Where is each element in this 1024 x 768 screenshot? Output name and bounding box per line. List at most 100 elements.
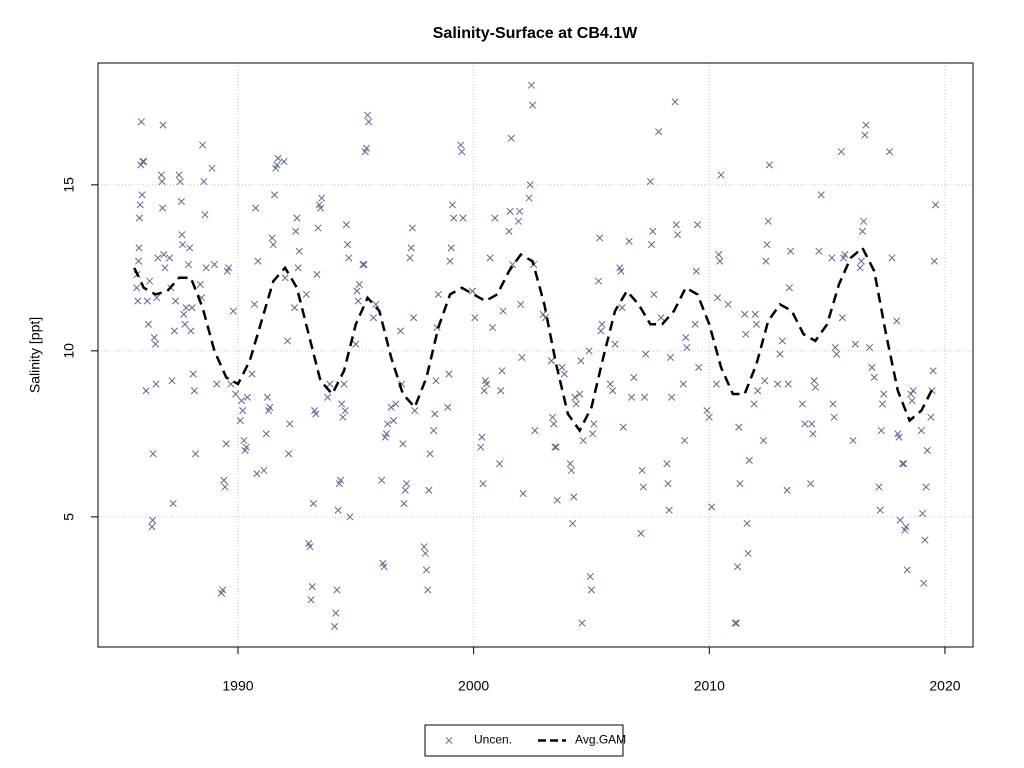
data-point bbox=[240, 436, 248, 445]
data-point bbox=[286, 420, 294, 428]
data-point bbox=[637, 529, 645, 538]
data-point bbox=[862, 121, 870, 129]
data-point bbox=[735, 423, 743, 431]
data-point bbox=[175, 171, 183, 179]
data-point bbox=[838, 314, 846, 322]
data-point bbox=[308, 583, 316, 591]
data-point bbox=[902, 523, 910, 531]
data-point bbox=[550, 420, 558, 428]
data-point bbox=[378, 476, 386, 484]
data-point bbox=[745, 456, 753, 464]
data-point bbox=[831, 343, 839, 352]
data-point bbox=[649, 227, 657, 235]
legend-label: Avg.GAM bbox=[575, 733, 626, 747]
data-point bbox=[143, 297, 151, 305]
data-point bbox=[263, 393, 271, 401]
data-point bbox=[387, 403, 395, 411]
y-tick-label: 15 bbox=[61, 177, 77, 193]
data-point bbox=[409, 314, 418, 322]
data-point bbox=[569, 519, 577, 528]
data-point bbox=[408, 224, 416, 232]
data-point bbox=[346, 513, 354, 521]
data-point bbox=[764, 217, 772, 225]
legend-symbol bbox=[445, 736, 453, 745]
data-point bbox=[210, 260, 218, 269]
data-point bbox=[186, 244, 194, 252]
data-point bbox=[188, 304, 196, 312]
data-point bbox=[778, 337, 786, 345]
data-point bbox=[359, 260, 367, 269]
data-point bbox=[447, 244, 455, 252]
data-point bbox=[135, 244, 143, 252]
data-point bbox=[801, 420, 809, 428]
data-point bbox=[202, 264, 210, 272]
data-point bbox=[672, 221, 680, 229]
data-point bbox=[355, 280, 363, 289]
data-point bbox=[169, 500, 177, 508]
data-point bbox=[421, 549, 429, 557]
data-point bbox=[552, 443, 560, 451]
data-point bbox=[400, 500, 408, 508]
legend: Uncen. Avg.GAM bbox=[424, 724, 626, 757]
data-point bbox=[154, 254, 162, 262]
data-point bbox=[252, 204, 260, 212]
data-point bbox=[134, 297, 142, 305]
data-point bbox=[158, 177, 166, 186]
chart-title: Salinity-Surface at CB4.1W bbox=[433, 25, 638, 42]
data-point bbox=[774, 380, 782, 388]
data-point bbox=[731, 619, 739, 627]
data-point bbox=[808, 420, 816, 428]
data-point bbox=[787, 247, 795, 255]
data-point bbox=[434, 290, 442, 298]
data-point bbox=[314, 224, 322, 232]
data-point bbox=[499, 307, 507, 315]
data-point bbox=[517, 300, 525, 308]
data-point bbox=[900, 460, 908, 468]
data-point bbox=[362, 144, 370, 152]
data-point bbox=[161, 264, 169, 272]
data-point bbox=[516, 207, 524, 215]
data-point bbox=[142, 387, 150, 395]
data-point bbox=[841, 251, 849, 259]
data-point bbox=[734, 563, 742, 571]
data-point bbox=[491, 214, 499, 222]
data-point bbox=[345, 254, 353, 262]
data-point bbox=[170, 327, 178, 335]
data-point bbox=[759, 436, 768, 445]
data-point bbox=[527, 81, 535, 89]
data-point bbox=[695, 363, 703, 372]
data-point bbox=[157, 171, 165, 179]
data-point bbox=[598, 320, 606, 328]
data-point bbox=[411, 407, 419, 415]
data-point bbox=[422, 566, 431, 574]
data-point bbox=[222, 440, 230, 448]
data-point bbox=[227, 380, 235, 388]
data-point bbox=[922, 483, 930, 491]
data-point bbox=[742, 330, 750, 338]
data-point bbox=[609, 387, 617, 395]
data-point bbox=[360, 260, 368, 269]
data-point bbox=[292, 227, 300, 235]
data-point bbox=[648, 241, 656, 249]
data-point bbox=[236, 417, 244, 425]
data-point bbox=[365, 118, 373, 126]
data-point bbox=[762, 257, 770, 265]
data-point bbox=[268, 234, 276, 242]
data-point bbox=[679, 380, 687, 388]
data-point bbox=[752, 320, 760, 328]
data-point bbox=[354, 297, 362, 305]
data-point bbox=[927, 413, 935, 421]
data-point bbox=[444, 403, 452, 411]
data-point bbox=[594, 277, 603, 285]
y-axis-label: Salinity [ppt] bbox=[27, 317, 43, 393]
data-point bbox=[923, 446, 931, 455]
data-point bbox=[448, 201, 456, 209]
data-point bbox=[531, 426, 539, 435]
data-point bbox=[307, 596, 315, 604]
data-point bbox=[625, 237, 633, 245]
data-point bbox=[683, 343, 691, 352]
data-point bbox=[508, 260, 517, 269]
data-point bbox=[332, 609, 340, 617]
data-point bbox=[364, 111, 372, 119]
data-point bbox=[724, 300, 732, 308]
